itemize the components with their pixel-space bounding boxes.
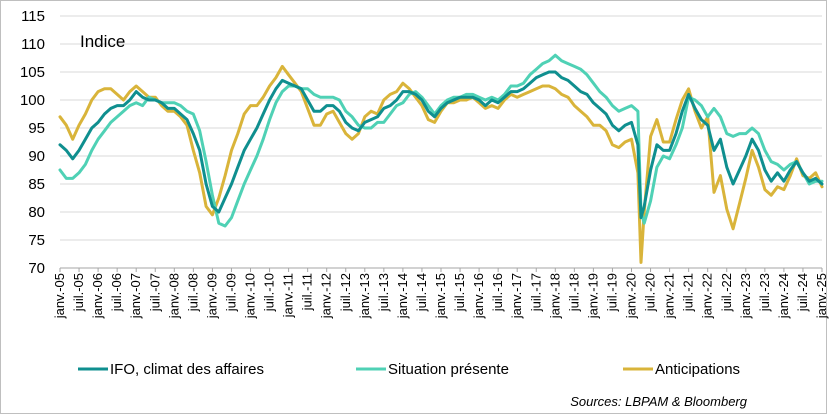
x-tick-label: janv.-13: [357, 273, 372, 319]
x-tick-label: janv.-16: [471, 273, 486, 319]
x-tick-label: juil.-24: [795, 273, 810, 312]
x-tick-label: janv.-22: [700, 273, 715, 319]
x-tick-label: juil.-12: [338, 273, 353, 312]
series-line-2: [58, 64, 824, 264]
x-tick-label: juil.-21: [681, 273, 696, 312]
x-tick-label: janv.-06: [90, 273, 105, 319]
legend-label-0: IFO, climat des affaires: [110, 361, 264, 378]
x-tick-label: juil.-11: [300, 273, 315, 311]
x-tick-label: janv.-12: [319, 273, 334, 319]
x-tick-label: juil.-08: [185, 273, 200, 312]
x-tick-label: janv.-09: [204, 273, 219, 319]
x-tick-label: janv.-08: [166, 273, 181, 319]
source-note: Sources: LBPAM & Bloomberg: [570, 394, 748, 409]
y-axis-ticks: 70 75 80 85 90 95 100 105 110 115: [20, 8, 45, 277]
legend-label-2: Anticipations: [655, 361, 740, 378]
x-tick-label: janv.-20: [624, 273, 639, 319]
annotation-label: Indice: [80, 32, 125, 51]
series-lines: [58, 53, 824, 264]
x-tick-label: janv.-11: [281, 273, 296, 318]
x-tick-label: juil.-20: [643, 273, 658, 312]
series-line-0: [58, 70, 824, 220]
y-tick-label: 80: [28, 204, 45, 221]
y-tick-label: 90: [28, 148, 45, 165]
x-tick-label: janv.-18: [547, 273, 562, 319]
x-tick-label: janv.-05: [52, 273, 67, 319]
x-tick-label: janv.-14: [395, 273, 410, 319]
x-tick-label: janv.-17: [509, 273, 524, 319]
x-tick-label: janv.-07: [128, 273, 143, 319]
y-tick-label: 115: [21, 8, 45, 25]
y-tick-label: 110: [21, 36, 45, 53]
x-tick-label: janv.-23: [738, 273, 753, 319]
y-tick-label: 95: [28, 120, 45, 137]
x-tick-label: juil.-06: [109, 273, 124, 312]
y-tick-label: 100: [20, 92, 45, 109]
x-tick-label: juil.-09: [223, 273, 238, 312]
x-tick-label: juil.-18: [566, 273, 581, 312]
x-tick-label: juil.-16: [490, 273, 505, 312]
x-tick-label: juil.-07: [147, 273, 162, 312]
x-tick-label: janv.-19: [585, 273, 600, 319]
x-tick-label: juil.-14: [414, 273, 429, 312]
x-tick-label: juil.-10: [262, 273, 277, 312]
x-tick-label: juil.-13: [376, 273, 391, 312]
x-tick-label: janv.-10: [243, 273, 258, 319]
legend-label-1: Situation présente: [388, 361, 509, 378]
x-tick-label: janv.-25: [814, 273, 829, 319]
y-tick-label: 85: [28, 176, 45, 193]
y-tick-label: 70: [28, 260, 45, 277]
gridlines: [60, 15, 822, 269]
x-tick-label: juil.-22: [719, 273, 734, 312]
x-axis: janv.-05 juil.-05 janv.-06 juil.-06 janv.-07…: [52, 267, 829, 319]
x-tick-label: janv.-21: [662, 273, 677, 319]
x-tick-label: juil.-15: [452, 273, 467, 312]
y-tick-label: 75: [28, 232, 45, 249]
x-tick-label: juil.-19: [604, 273, 619, 312]
x-tick-label: janv.-24: [776, 273, 791, 319]
x-tick-label: juil.-17: [528, 273, 543, 312]
x-tick-label: juil.-23: [757, 273, 772, 312]
series-line-1: [58, 53, 824, 228]
x-tick-label: janv.-15: [433, 273, 448, 319]
legend: IFO, climat des affaires Situation présen…: [78, 361, 740, 378]
y-tick-label: 105: [20, 64, 45, 81]
x-tick-label: juil.-05: [71, 273, 86, 312]
